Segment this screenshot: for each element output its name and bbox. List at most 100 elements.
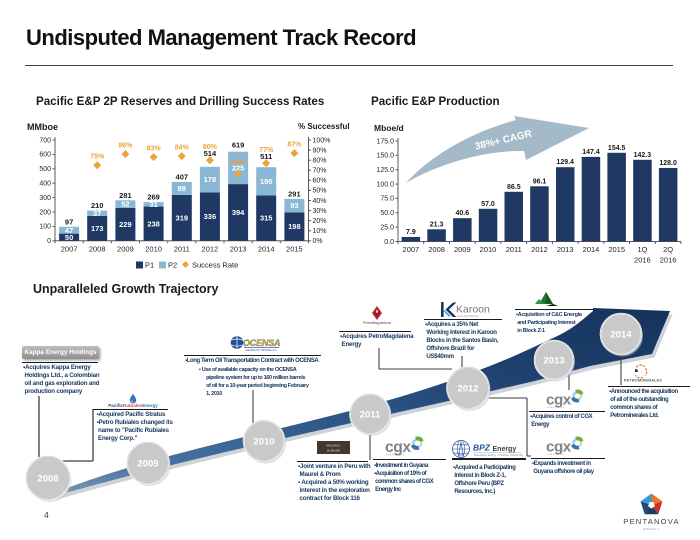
svg-text:90%: 90%	[313, 147, 327, 154]
svg-text:Energy: Energy	[493, 446, 517, 453]
svg-text:OCENSA: OCENSA	[243, 338, 280, 348]
svg-text:238: 238	[147, 219, 160, 228]
svg-text:86%: 86%	[118, 143, 133, 150]
svg-text:7.9: 7.9	[406, 229, 416, 236]
svg-text:514: 514	[204, 149, 217, 158]
svg-text:2016: 2016	[634, 256, 651, 265]
svg-text:154.5: 154.5	[608, 145, 626, 152]
svg-text:400: 400	[39, 181, 51, 188]
svg-text:30%: 30%	[313, 208, 327, 215]
svg-text:2010: 2010	[480, 245, 497, 254]
svg-text:147.4: 147.4	[582, 149, 600, 156]
svg-text:2014: 2014	[583, 245, 600, 254]
svg-text:2015: 2015	[286, 244, 303, 253]
svg-text:407: 407	[176, 173, 189, 182]
svg-text:87%: 87%	[287, 142, 302, 149]
svg-text:2012: 2012	[457, 383, 478, 394]
svg-text:cgx: cgx	[546, 392, 572, 409]
svg-text:PetroMagdalena: PetroMagdalena	[363, 321, 392, 325]
svg-text:619: 619	[232, 141, 245, 150]
svg-text:75.0: 75.0	[380, 196, 394, 203]
svg-text:2009: 2009	[117, 244, 134, 253]
svg-text:93: 93	[290, 201, 298, 210]
svg-text:2012: 2012	[531, 245, 548, 254]
svg-text:2014: 2014	[610, 329, 632, 340]
svg-text:500: 500	[39, 166, 51, 173]
svg-text:2011: 2011	[174, 244, 190, 253]
svg-text:PENTANOVA: PENTANOVA	[623, 517, 680, 526]
svg-text:PETROMINERALES: PETROMINERALES	[624, 379, 663, 383]
svg-text:BPZ: BPZ	[473, 443, 491, 453]
svg-text:173: 173	[91, 224, 104, 233]
svg-text:2008: 2008	[37, 473, 58, 484]
svg-text:60%: 60%	[313, 178, 327, 185]
svg-text:0%: 0%	[313, 238, 323, 245]
svg-text:2014: 2014	[258, 244, 275, 253]
svg-text:47: 47	[65, 226, 73, 235]
svg-text:2013: 2013	[557, 245, 574, 254]
svg-text:600: 600	[39, 152, 51, 159]
svg-text:21.3: 21.3	[430, 221, 444, 228]
svg-text:1Q: 1Q	[637, 245, 647, 254]
svg-text:77%: 77%	[259, 147, 274, 154]
svg-text:& PROM: & PROM	[327, 449, 340, 453]
svg-text:2013: 2013	[230, 244, 247, 253]
svg-text:P2: P2	[168, 261, 177, 270]
svg-text:196: 196	[260, 177, 273, 186]
svg-text:10%: 10%	[313, 228, 327, 235]
svg-text:125.0: 125.0	[376, 167, 394, 174]
svg-text:70%: 70%	[313, 168, 327, 175]
svg-text:2013: 2013	[543, 355, 564, 366]
svg-text:2015: 2015	[608, 245, 625, 254]
svg-text:OLEODUCTO CENTRAL S.A.: OLEODUCTO CENTRAL S.A.	[245, 349, 277, 352]
svg-text:Karoon: Karoon	[456, 304, 490, 316]
svg-text:80%: 80%	[313, 158, 327, 165]
svg-text:40.6: 40.6	[455, 210, 469, 217]
svg-text:50: 50	[65, 233, 73, 242]
svg-text:2007: 2007	[403, 245, 420, 254]
svg-text:2008: 2008	[89, 244, 106, 253]
svg-text:200: 200	[39, 209, 51, 216]
svg-text:83%: 83%	[147, 146, 162, 153]
svg-text:175.0: 175.0	[376, 138, 394, 145]
svg-text:700: 700	[39, 137, 51, 144]
svg-text:336: 336	[204, 212, 217, 221]
svg-text:0.0: 0.0	[384, 239, 394, 246]
svg-text:129.4: 129.4	[556, 159, 574, 166]
svg-text:88%: 88%	[231, 160, 246, 167]
svg-text:84%: 84%	[175, 145, 190, 152]
svg-text:291: 291	[288, 189, 301, 198]
svg-text:25.0: 25.0	[380, 224, 394, 231]
svg-text:50%: 50%	[313, 188, 327, 195]
svg-text:20%: 20%	[313, 218, 327, 225]
svg-text:100%: 100%	[313, 137, 331, 144]
svg-text:GAS AUSTRALIA: GAS AUSTRALIA	[457, 314, 479, 318]
svg-text:100: 100	[39, 224, 51, 231]
svg-text:100.0: 100.0	[376, 181, 394, 188]
svg-text:2010: 2010	[253, 436, 274, 447]
svg-text:40%: 40%	[313, 198, 327, 205]
svg-text:97: 97	[65, 217, 73, 226]
svg-text:2009: 2009	[137, 458, 158, 469]
svg-text:MAUREL: MAUREL	[326, 444, 340, 448]
svg-text:269: 269	[147, 193, 160, 202]
svg-text:31: 31	[149, 200, 157, 209]
svg-text:0: 0	[47, 238, 51, 245]
svg-text:52: 52	[121, 200, 129, 209]
svg-text:cgx: cgx	[546, 439, 572, 456]
svg-text:142.3: 142.3	[634, 152, 652, 159]
svg-text:128.0: 128.0	[659, 160, 677, 167]
svg-text:ENERGY INC.: ENERGY INC.	[547, 407, 566, 409]
svg-text:300: 300	[39, 195, 51, 202]
svg-text:2009: 2009	[454, 245, 471, 254]
svg-text:37: 37	[93, 209, 101, 218]
svg-text:198: 198	[288, 222, 301, 231]
svg-text:80%: 80%	[203, 144, 218, 151]
svg-text:2011: 2011	[506, 245, 522, 254]
svg-text:2Q: 2Q	[663, 245, 673, 254]
svg-text:86.5: 86.5	[507, 184, 521, 191]
svg-text:178: 178	[204, 175, 217, 184]
svg-text:150.0: 150.0	[376, 153, 394, 160]
svg-text:2016: 2016	[660, 256, 677, 265]
svg-text:cgx: cgx	[385, 439, 411, 456]
